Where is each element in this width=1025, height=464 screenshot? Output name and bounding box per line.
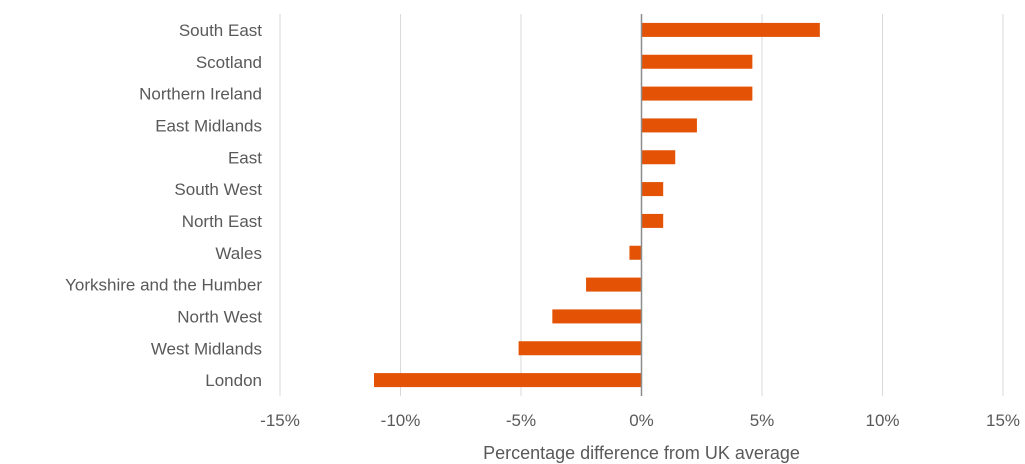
category-label: London <box>205 371 262 390</box>
category-label: Wales <box>215 244 262 263</box>
x-tick-labels: -15% -10% -5% 0% 5% 10% 15% <box>260 411 1020 430</box>
bar <box>641 54 753 69</box>
bar <box>641 118 697 133</box>
category-label: Yorkshire and the Humber <box>65 276 262 295</box>
x-tick-label: 0% <box>629 411 654 430</box>
bars <box>373 22 820 388</box>
category-labels: South East Scotland Northern Ireland East M… <box>65 21 262 390</box>
x-axis-title: Percentage difference from UK average <box>483 443 800 463</box>
bar <box>373 373 642 388</box>
x-tick-label: -5% <box>506 411 536 430</box>
bar <box>641 182 664 197</box>
category-label: South East <box>179 21 262 40</box>
category-label: North West <box>177 307 262 326</box>
category-label: North East <box>182 212 263 231</box>
bar <box>641 150 676 165</box>
x-tick-label: -15% <box>260 411 300 430</box>
x-tick-label: 15% <box>986 411 1020 430</box>
bar <box>641 213 664 228</box>
category-label: West Midlands <box>151 339 262 358</box>
x-tick-label: 10% <box>865 411 899 430</box>
category-label: South West <box>174 180 262 199</box>
bar <box>641 22 820 37</box>
bar <box>552 309 642 324</box>
category-label: East <box>228 148 262 167</box>
x-tick-label: 5% <box>750 411 775 430</box>
bar <box>641 86 753 101</box>
category-label: Scotland <box>196 53 262 72</box>
gridlines <box>279 14 1004 396</box>
bar <box>586 277 642 292</box>
bar <box>629 245 642 260</box>
x-tick-label: -10% <box>381 411 421 430</box>
category-label: Northern Ireland <box>139 85 262 104</box>
bar <box>518 341 642 356</box>
category-label: East Midlands <box>155 116 262 135</box>
